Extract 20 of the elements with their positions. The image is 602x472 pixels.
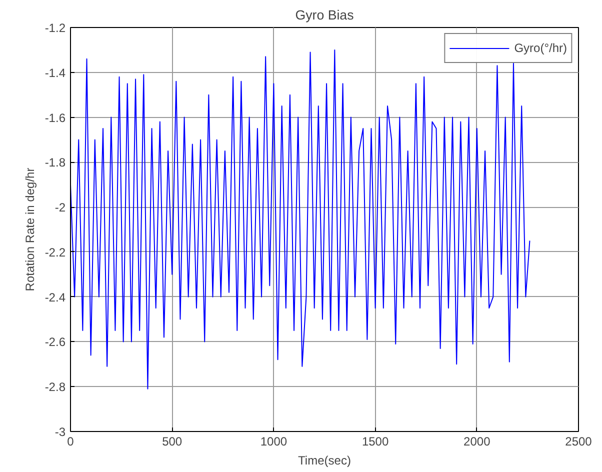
x-axis-title: Time(sec) bbox=[298, 454, 351, 468]
y-tick-label: -1.4 bbox=[44, 66, 66, 80]
y-tick-label: -2 bbox=[54, 200, 66, 215]
y-tick-label: -1.2 bbox=[44, 21, 66, 35]
y-tick-label: -3 bbox=[54, 425, 66, 439]
x-tick-label: 2500 bbox=[565, 434, 592, 448]
x-tick-label: 1000 bbox=[260, 434, 288, 448]
y-tick-label: -2.6 bbox=[44, 335, 66, 350]
chart-title: Gyro Bias bbox=[295, 8, 354, 22]
x-tick-label: 500 bbox=[162, 434, 182, 448]
x-tick-label: 2000 bbox=[464, 434, 491, 448]
y-tick-label: -2.4 bbox=[44, 290, 66, 304]
x-tick-label: 0 bbox=[67, 434, 74, 448]
y-tick-label: -2.8 bbox=[44, 380, 66, 394]
x-tick-label: 1500 bbox=[362, 434, 389, 448]
y-tick-label: -2.2 bbox=[44, 245, 66, 260]
y-axis-title: Rotation Rate in deg/hr bbox=[22, 168, 37, 292]
y-tick-label: -1.6 bbox=[44, 110, 66, 125]
legend-label: Gyro(°/hr) bbox=[514, 41, 567, 55]
y-tick-label: -1.8 bbox=[44, 156, 66, 170]
